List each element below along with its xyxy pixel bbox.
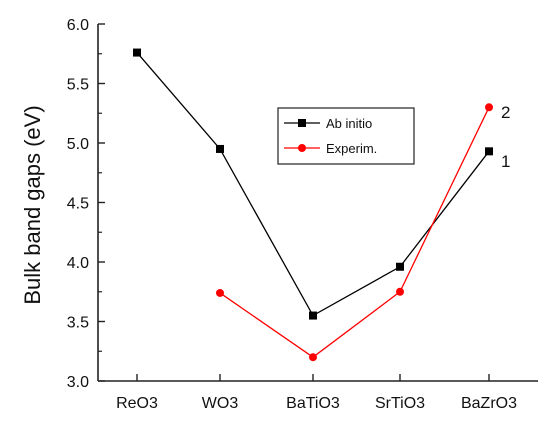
y-tick-label: 3.0 [67, 374, 89, 391]
data-point [309, 353, 317, 362]
legend-label: Ab initio [326, 116, 372, 131]
y-tick-label: 5.0 [67, 136, 89, 153]
y-axis: 3.0 3.5 4.0 4.5 5.0 5.5 6.0 [67, 17, 105, 391]
data-point [216, 144, 224, 153]
data-point [396, 262, 404, 271]
series-layer [133, 48, 493, 362]
series-number-label: 2 [501, 103, 510, 122]
data-point [485, 103, 493, 112]
data-point [485, 147, 493, 156]
legend-box [277, 107, 415, 165]
x-tick-label: WO3 [202, 395, 239, 412]
x-tick-label: ReO3 [116, 395, 158, 412]
legend-marker [298, 144, 306, 152]
x-tick-label: SrTiO3 [375, 395, 425, 412]
y-tick-label: 6.0 [67, 17, 89, 34]
legend-label: Experim. [326, 141, 377, 156]
y-tick-label: 4.0 [67, 255, 89, 272]
data-point [396, 287, 404, 296]
y-tick-label: 5.5 [67, 77, 89, 94]
data-point [133, 48, 141, 57]
x-tick-label: BaZrO3 [461, 395, 517, 412]
y-axis-title: Bulk band gaps (eV) [20, 105, 45, 304]
x-axis: ReO3 WO3 BaTiO3 SrTiO3 BaZrO3 [116, 374, 517, 412]
series-line-1 [136, 52, 490, 317]
plot-frame [97, 24, 538, 382]
legend: Ab initio Experim. [277, 107, 415, 165]
legend-marker [298, 119, 306, 127]
series-number-label: 1 [501, 152, 510, 171]
data-point [216, 288, 224, 297]
series-line-2 [219, 107, 490, 359]
x-tick-label: BaTiO3 [286, 395, 340, 412]
annotations: 21 [501, 103, 510, 171]
data-point [309, 311, 317, 320]
y-tick-label: 3.5 [67, 315, 89, 332]
y-tick-label: 4.5 [67, 196, 89, 213]
